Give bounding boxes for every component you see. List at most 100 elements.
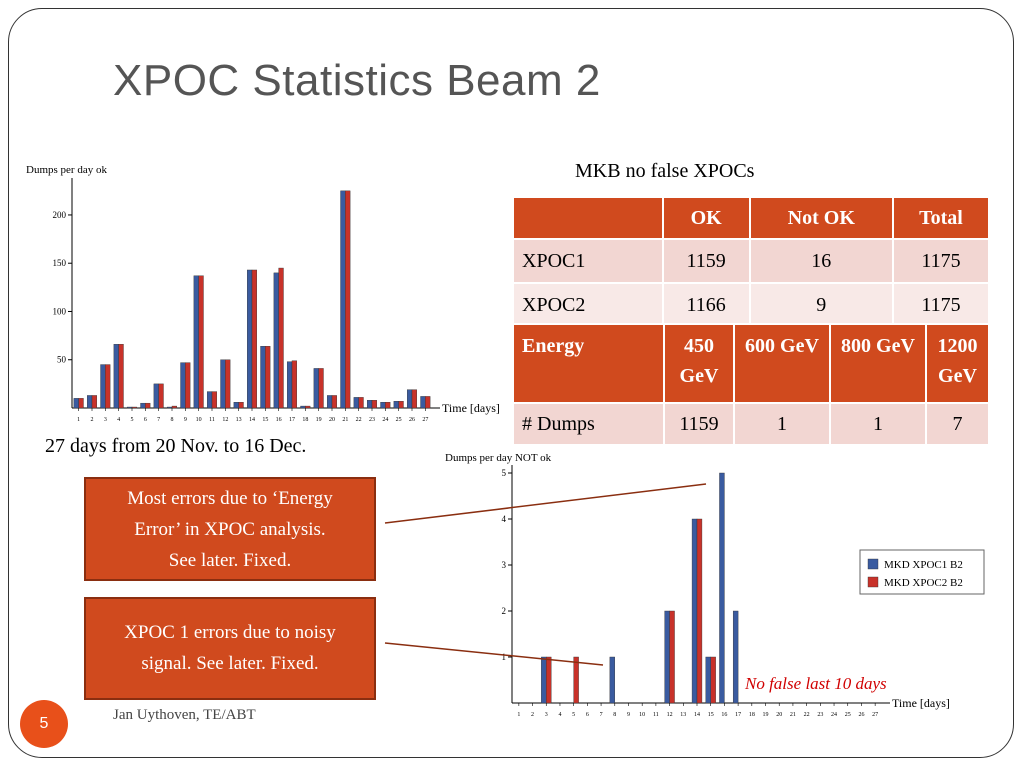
bar bbox=[278, 267, 284, 409]
x-tick-label: 6 bbox=[144, 417, 147, 423]
table-header-row: Energy 450 GeV 600 GeV 800 GeV 1200 GeV bbox=[512, 323, 990, 404]
bar bbox=[719, 472, 725, 704]
x-tick-label: 8 bbox=[613, 712, 616, 718]
x-tick-label: 2 bbox=[531, 712, 534, 718]
callout-line: XPOC 1 errors due to noisy bbox=[124, 622, 336, 643]
y-tick-label: 200 bbox=[53, 210, 67, 220]
y-tick-label: 100 bbox=[53, 306, 67, 316]
table-header-cell: 600 GeV bbox=[733, 323, 831, 404]
callout-energy-error: Most errors due to ‘Energy Error’ in XPO… bbox=[84, 477, 376, 581]
bar bbox=[211, 391, 218, 409]
bar bbox=[696, 518, 703, 704]
x-tick-label: 9 bbox=[627, 712, 630, 718]
table-cell: 7 bbox=[925, 402, 990, 446]
x-tick-label: 5 bbox=[131, 417, 134, 423]
bar bbox=[305, 405, 311, 409]
x-tick-label: 19 bbox=[316, 417, 322, 423]
table-cell: 1 bbox=[829, 402, 927, 446]
bar bbox=[158, 383, 164, 409]
y-tick-label: 1 bbox=[502, 652, 507, 662]
table-cell: 1159 bbox=[661, 238, 751, 284]
y-axis-label: Dumps per day ok bbox=[26, 164, 107, 176]
x-tick-label: 25 bbox=[845, 712, 851, 718]
x-tick-label: 18 bbox=[302, 417, 308, 423]
x-tick-label: 19 bbox=[763, 712, 769, 718]
xpoc-table: OK Not OK Total XPOC1 1159 16 1175 XPOC2… bbox=[512, 196, 991, 328]
bar bbox=[398, 401, 404, 409]
x-tick-label: 17 bbox=[289, 417, 295, 423]
callout-noisy-signal: XPOC 1 errors due to noisy signal. See l… bbox=[84, 597, 376, 700]
x-tick-label: 4 bbox=[117, 417, 120, 423]
x-tick-label: 22 bbox=[356, 417, 362, 423]
x-tick-label: 3 bbox=[545, 712, 548, 718]
x-tick-label: 6 bbox=[586, 712, 589, 718]
x-tick-label: 8 bbox=[171, 417, 174, 423]
legend-label: MKD XPOC1 B2 bbox=[884, 559, 963, 571]
x-tick-label: 12 bbox=[222, 417, 228, 423]
x-tick-label: 23 bbox=[817, 712, 823, 718]
bar bbox=[91, 395, 98, 409]
bar bbox=[78, 398, 84, 409]
x-tick-label: 14 bbox=[694, 712, 700, 718]
bar bbox=[425, 396, 431, 409]
x-tick-label: 17 bbox=[735, 712, 741, 718]
bar bbox=[225, 359, 231, 409]
table-cell: XPOC2 bbox=[512, 282, 664, 328]
x-tick-label: 3 bbox=[104, 417, 107, 423]
table-header-cell: 1200 GeV bbox=[925, 323, 990, 404]
x-tick-label: 21 bbox=[342, 417, 348, 423]
period-text: 27 days from 20 Nov. to 16 Dec. bbox=[45, 435, 307, 457]
table-header-cell: Total bbox=[891, 196, 991, 240]
table-cell: 1175 bbox=[891, 238, 991, 284]
y-tick-label: 150 bbox=[53, 258, 67, 268]
callout-line: Most errors due to ‘Energy bbox=[127, 488, 333, 509]
table-cell: 1159 bbox=[663, 402, 735, 446]
bar bbox=[669, 610, 675, 704]
slide-title: XPOC Statistics Beam 2 bbox=[113, 56, 601, 105]
x-tick-label: 5 bbox=[572, 712, 575, 718]
bar bbox=[145, 402, 151, 409]
bar bbox=[732, 610, 739, 704]
x-tick-label: 11 bbox=[653, 712, 659, 718]
x-tick-label: 26 bbox=[858, 712, 864, 718]
bar bbox=[251, 269, 258, 409]
x-tick-label: 20 bbox=[329, 417, 335, 423]
x-tick-label: 21 bbox=[790, 712, 796, 718]
slide-number: 5 bbox=[20, 700, 68, 748]
bar bbox=[345, 190, 351, 409]
x-tick-label: 24 bbox=[382, 417, 388, 423]
y-tick-label: 3 bbox=[502, 560, 507, 570]
callout-line: signal. See later. Fixed. bbox=[141, 653, 319, 674]
y-tick-label: 5 bbox=[502, 468, 507, 478]
chart-legend: MKD XPOC1 B2 MKD XPOC2 B2 bbox=[859, 549, 985, 595]
x-tick-label: 10 bbox=[196, 417, 202, 423]
y-tick-label: 50 bbox=[57, 355, 67, 365]
legend-label: MKD XPOC2 B2 bbox=[884, 577, 963, 589]
table-caption: MKB no false XPOCs bbox=[575, 160, 755, 182]
x-tick-label: 2 bbox=[91, 417, 94, 423]
bar bbox=[609, 656, 615, 704]
x-tick-label: 12 bbox=[667, 712, 673, 718]
connector-line bbox=[384, 642, 604, 666]
table-header-cell: 450 GeV bbox=[663, 323, 735, 404]
legend-swatch bbox=[867, 576, 879, 588]
x-tick-label: 10 bbox=[639, 712, 645, 718]
callout-line: Error’ in XPOC analysis. bbox=[134, 519, 326, 540]
bar bbox=[265, 346, 271, 409]
table-header-row: OK Not OK Total bbox=[512, 196, 991, 240]
table-header-cell bbox=[512, 196, 664, 240]
bar bbox=[411, 389, 418, 409]
table-header-cell: 800 GeV bbox=[829, 323, 927, 404]
bar bbox=[318, 368, 324, 409]
legend-box bbox=[859, 549, 985, 595]
x-tick-label: 22 bbox=[804, 712, 810, 718]
table-cell: 1175 bbox=[891, 282, 991, 328]
table-header-cell: Energy bbox=[512, 323, 665, 404]
callout-line: See later. Fixed. bbox=[168, 550, 292, 571]
x-axis-label: Time [days] bbox=[892, 696, 950, 710]
bar bbox=[198, 275, 204, 409]
bar bbox=[238, 402, 244, 409]
bar bbox=[118, 344, 124, 409]
table-cell: # Dumps bbox=[512, 402, 665, 446]
